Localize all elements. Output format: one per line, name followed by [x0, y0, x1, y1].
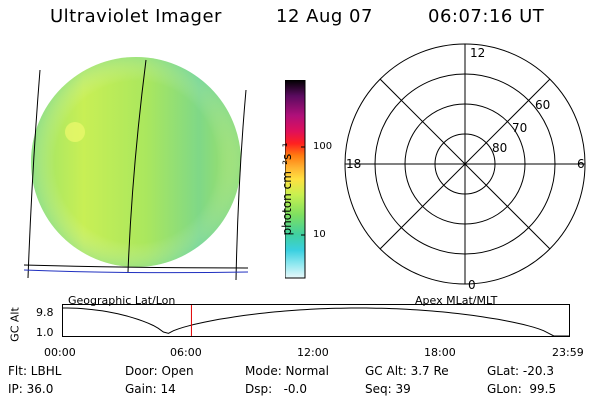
uv-image-panel [23, 57, 249, 280]
mlat-label-60: 60 [535, 98, 551, 112]
colorbar-unit-label: photon cm⁻²s⁻¹ [280, 142, 294, 236]
mlt-label-18: 18 [346, 157, 362, 171]
orbit-xtick-4: 23:59 [552, 346, 584, 359]
mlat-label-70: 70 [512, 121, 528, 135]
date-label: 12 Aug 07 [276, 6, 373, 27]
status-gc-alt: GC Alt: 3.7 Re [365, 364, 449, 378]
terminator-line [23, 269, 249, 274]
status-glat: GLat: -20.3 [487, 364, 554, 378]
orbit-plot [62, 304, 570, 337]
colorbar-tick-100: 100 [313, 141, 333, 152]
status-door: Door: Open [125, 364, 194, 378]
image-caption: Geographic Lat/Lon [68, 294, 176, 307]
orbit-xtick-1: 06:00 [170, 346, 202, 359]
longitude-line-1 [27, 69, 41, 279]
colorbar-tick-10: 10 [313, 229, 326, 240]
status-dsp: Dsp: -0.0 [245, 382, 308, 396]
mlt-label-6: 6 [577, 157, 585, 171]
instrument-title: Ultraviolet Imager [50, 6, 222, 27]
longitude-line-2 [127, 59, 147, 273]
status-gain: Gain: 14 [125, 382, 176, 396]
time-label: 06:07:16 UT [428, 6, 545, 27]
longitude-line-3 [235, 89, 247, 280]
status-filter: Flt: LBHL [8, 364, 62, 378]
mlat-label-80: 80 [492, 141, 508, 155]
status-ip: IP: 36.0 [8, 382, 54, 396]
mlt-label-0: 0 [468, 278, 476, 292]
orbit-xtick-2: 12:00 [297, 346, 329, 359]
orbit-xtick-0: 00:00 [44, 346, 76, 359]
bright-spot [65, 122, 85, 142]
colorbar [285, 80, 306, 279]
status-glon: GLon: 99.5 [487, 382, 557, 396]
orbit-ymin: 1.0 [36, 326, 54, 339]
orbit-xtick-3: 18:00 [424, 346, 456, 359]
orbit-altitude-curve [62, 307, 569, 337]
status-mode: Mode: Normal [245, 364, 329, 378]
polar-diagonal-2 [379, 78, 551, 250]
mlt-label-12: 12 [470, 46, 486, 60]
polar-caption: Apex MLat/MLT [415, 294, 498, 307]
orbit-ymax: 9.8 [36, 306, 54, 319]
polar-plot [344, 43, 586, 285]
status-seq: Seq: 39 [365, 382, 411, 396]
latitude-line [23, 264, 249, 269]
orbit-ylabel: GC Alt [8, 307, 22, 342]
